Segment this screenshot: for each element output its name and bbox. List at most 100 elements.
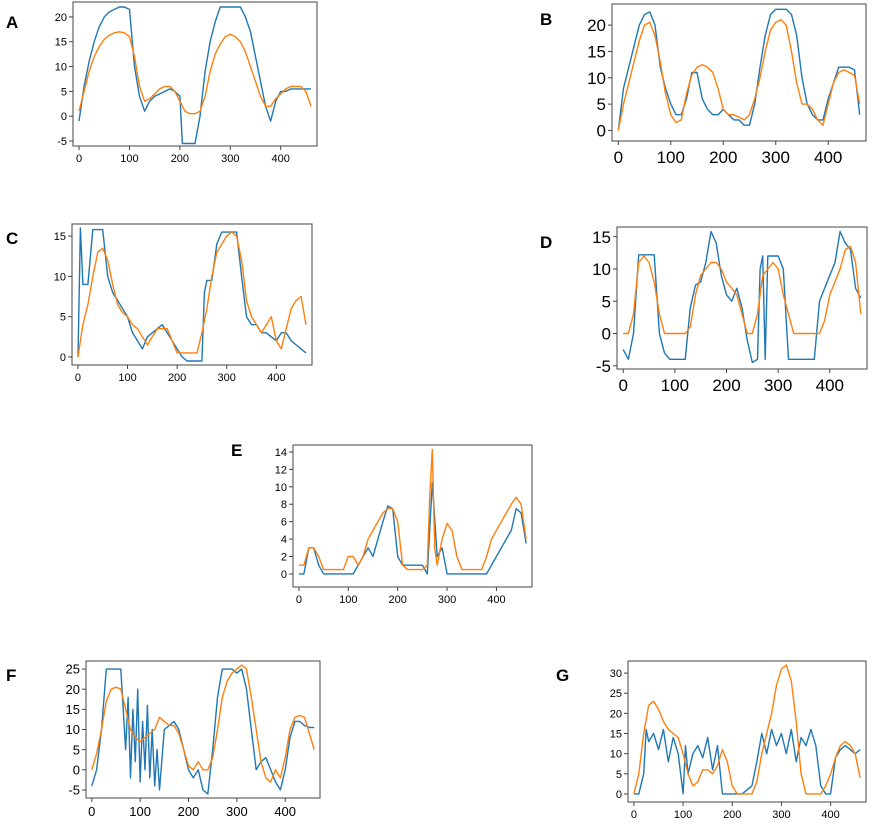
y-tick-label: 10 bbox=[55, 62, 67, 74]
y-tick-label: 20 bbox=[587, 16, 606, 35]
y-tick-label: 0 bbox=[602, 325, 611, 344]
y-tick-label: 14 bbox=[275, 447, 287, 459]
series-line-actual bbox=[78, 6, 311, 145]
y-tick-label: 0 bbox=[60, 352, 66, 364]
y-tick-label: 0 bbox=[281, 569, 287, 581]
x-tick-label: 400 bbox=[821, 809, 839, 821]
axes-frame bbox=[611, 3, 867, 142]
x-tick-label: 0 bbox=[75, 372, 81, 384]
x-tick-label: 100 bbox=[661, 376, 689, 395]
series-line-actual bbox=[622, 230, 862, 364]
y-tick-label: 10 bbox=[275, 482, 287, 494]
x-tick-label: 300 bbox=[762, 148, 790, 167]
x-tick-label: 100 bbox=[120, 153, 138, 165]
x-tick-label: 200 bbox=[712, 376, 740, 395]
y-tick-label: 10 bbox=[66, 722, 80, 737]
panel-d: D 0 100 200 300 400 -5 0 5 10 15 bbox=[540, 226, 868, 395]
y-tick-label: 5 bbox=[597, 95, 606, 114]
y-tick-label: 10 bbox=[587, 69, 606, 88]
y-tick-label: 2 bbox=[281, 551, 287, 563]
x-tick-label: 200 bbox=[389, 594, 407, 606]
y-tick-label: 0 bbox=[73, 762, 80, 777]
x-tick-label: 200 bbox=[171, 153, 189, 165]
panel-e: E 0 100 200 300 400 0 2 4 6 8 10 12 14 bbox=[231, 441, 533, 606]
y-tick-label: 0 bbox=[616, 789, 622, 801]
x-tick-label: 300 bbox=[226, 804, 248, 819]
y-tick-label: 5 bbox=[73, 742, 80, 757]
y-tick-label: 15 bbox=[55, 37, 67, 49]
panel-label: G bbox=[556, 666, 569, 685]
y-tick-label: 0 bbox=[597, 122, 606, 141]
y-tick-label: -5 bbox=[57, 136, 67, 148]
series-line-predicted bbox=[77, 231, 307, 358]
series-line-predicted bbox=[91, 664, 315, 783]
y-tick-label: 15 bbox=[592, 228, 611, 247]
series-line-actual bbox=[77, 227, 307, 362]
y-tick-label: 20 bbox=[55, 12, 67, 24]
x-tick-label: 0 bbox=[614, 148, 623, 167]
axes-frame bbox=[71, 223, 313, 366]
y-tick-label: 5 bbox=[602, 292, 611, 311]
y-tick-label: 5 bbox=[60, 312, 66, 324]
x-tick-label: 0 bbox=[296, 594, 302, 606]
panel-label: C bbox=[6, 229, 18, 248]
x-tick-label: 0 bbox=[88, 804, 95, 819]
y-tick-label: 12 bbox=[275, 464, 287, 476]
series-line-actual bbox=[298, 481, 527, 575]
x-tick-label: 100 bbox=[657, 148, 685, 167]
y-tick-label: 15 bbox=[587, 43, 606, 62]
panel-label: B bbox=[540, 10, 552, 29]
x-tick-label: 0 bbox=[76, 153, 82, 165]
x-tick-label: 400 bbox=[816, 376, 844, 395]
y-tick-label: -5 bbox=[68, 783, 80, 798]
series-line-predicted bbox=[78, 31, 312, 115]
x-tick-label: 200 bbox=[723, 809, 741, 821]
x-tick-label: 300 bbox=[438, 594, 456, 606]
x-tick-label: 400 bbox=[274, 804, 296, 819]
panel-label: A bbox=[6, 13, 18, 32]
series-line-predicted bbox=[298, 448, 527, 571]
x-tick-label: 300 bbox=[764, 376, 792, 395]
panel-g: G 0 100 200 300 400 0 5 10 15 20 25 30 bbox=[556, 660, 867, 821]
x-tick-label: 300 bbox=[772, 809, 790, 821]
panel-label: F bbox=[6, 666, 16, 685]
x-tick-label: 400 bbox=[272, 153, 290, 165]
series-line-predicted bbox=[617, 19, 861, 131]
y-tick-label: 15 bbox=[610, 728, 622, 740]
x-tick-label: 200 bbox=[168, 372, 186, 384]
x-tick-label: 0 bbox=[618, 376, 627, 395]
series-line-actual bbox=[617, 8, 861, 131]
y-tick-label: -5 bbox=[596, 357, 611, 376]
series-line-predicted bbox=[623, 245, 862, 335]
x-tick-label: 400 bbox=[267, 372, 285, 384]
x-tick-label: 0 bbox=[631, 809, 637, 821]
y-tick-label: 10 bbox=[54, 271, 66, 283]
series-line-predicted bbox=[633, 664, 861, 795]
y-tick-label: 25 bbox=[66, 662, 80, 677]
y-tick-label: 15 bbox=[54, 231, 66, 243]
y-tick-label: 15 bbox=[66, 702, 80, 717]
x-tick-label: 100 bbox=[674, 809, 692, 821]
panel-label: E bbox=[231, 441, 242, 460]
x-tick-label: 100 bbox=[118, 372, 136, 384]
y-tick-label: 6 bbox=[281, 517, 287, 529]
panel-a: A 0 100 200 300 400 -5 0 5 10 15 20 bbox=[6, 1, 318, 165]
panel-label: D bbox=[540, 233, 552, 252]
x-tick-label: 100 bbox=[339, 594, 357, 606]
panel-b: B 0 100 200 300 400 0 5 10 15 20 bbox=[540, 3, 867, 167]
y-tick-label: 20 bbox=[66, 682, 80, 697]
y-tick-label: 20 bbox=[610, 708, 622, 720]
y-tick-label: 5 bbox=[616, 769, 622, 781]
panel-f: F 0 100 200 300 400 -5 0 5 10 15 20 25 bbox=[6, 660, 321, 819]
axes-frame bbox=[627, 660, 867, 803]
y-tick-label: 25 bbox=[610, 688, 622, 700]
axes-frame bbox=[72, 1, 318, 147]
axes-frame bbox=[292, 444, 533, 588]
x-tick-label: 200 bbox=[178, 804, 200, 819]
panel-c: C 0 100 200 300 400 0 5 10 15 bbox=[6, 223, 313, 384]
y-tick-label: 0 bbox=[61, 111, 67, 123]
x-tick-label: 100 bbox=[129, 804, 151, 819]
y-tick-label: 10 bbox=[610, 749, 622, 761]
x-tick-label: 400 bbox=[487, 594, 505, 606]
